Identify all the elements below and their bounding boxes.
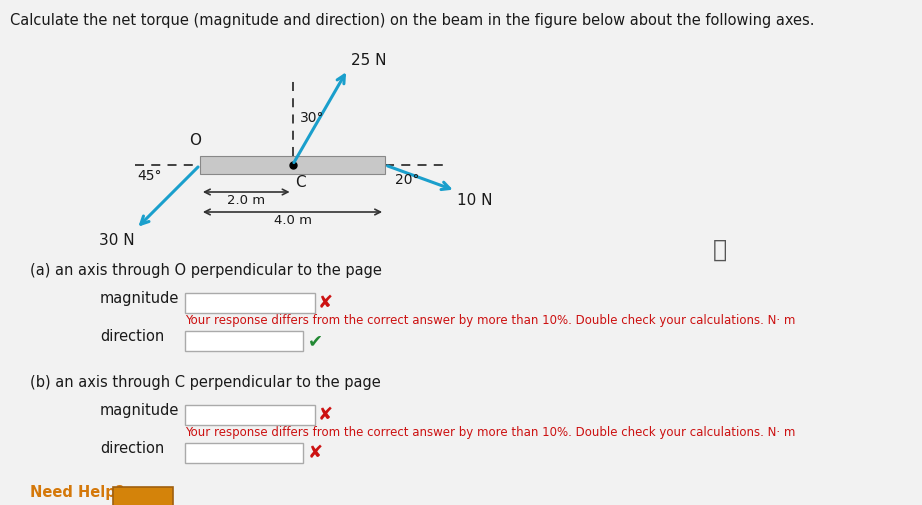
Text: Your response differs from the correct answer by more than 10%. Double check you: Your response differs from the correct a… [185, 426, 796, 439]
Text: 4.0 m: 4.0 m [274, 214, 312, 227]
Text: magnitude: magnitude [100, 291, 180, 306]
Text: ✘: ✘ [318, 406, 333, 424]
Text: (b) an axis through C perpendicular to the page: (b) an axis through C perpendicular to t… [30, 375, 381, 390]
Text: magnitude: magnitude [100, 403, 180, 418]
FancyBboxPatch shape [185, 293, 315, 313]
Text: 30 N: 30 N [99, 233, 135, 247]
Text: Calculate the net torque (magnitude and direction) on the beam in the figure bel: Calculate the net torque (magnitude and … [10, 13, 814, 28]
Text: ✘: ✘ [308, 444, 323, 462]
Text: direction: direction [100, 441, 164, 456]
Text: direction: direction [100, 329, 164, 344]
Text: 45°: 45° [137, 169, 162, 183]
Text: counterclockwise ⌄: counterclockwise ⌄ [189, 446, 304, 460]
Text: Read It: Read It [116, 491, 170, 504]
FancyBboxPatch shape [185, 443, 303, 463]
Text: 25 N: 25 N [350, 53, 386, 68]
FancyBboxPatch shape [185, 331, 303, 351]
Text: C: C [295, 175, 306, 190]
FancyBboxPatch shape [200, 156, 385, 174]
Text: Need Help?: Need Help? [30, 485, 124, 500]
Text: ✔: ✔ [308, 332, 323, 350]
Text: ⓘ: ⓘ [713, 238, 727, 262]
Text: ✘: ✘ [318, 294, 333, 312]
Text: 20°: 20° [395, 173, 420, 187]
Text: O: O [189, 133, 201, 148]
FancyBboxPatch shape [185, 405, 315, 425]
Text: 10 N: 10 N [457, 192, 493, 208]
Text: Your response differs from the correct answer by more than 10%. Double check you: Your response differs from the correct a… [185, 314, 796, 327]
FancyBboxPatch shape [113, 487, 173, 505]
Text: 30°: 30° [300, 111, 324, 125]
Text: 2.0 m: 2.0 m [227, 194, 266, 207]
Text: (a) an axis through O perpendicular to the page: (a) an axis through O perpendicular to t… [30, 263, 382, 278]
Text: counterclockwise ⌄: counterclockwise ⌄ [189, 334, 304, 347]
